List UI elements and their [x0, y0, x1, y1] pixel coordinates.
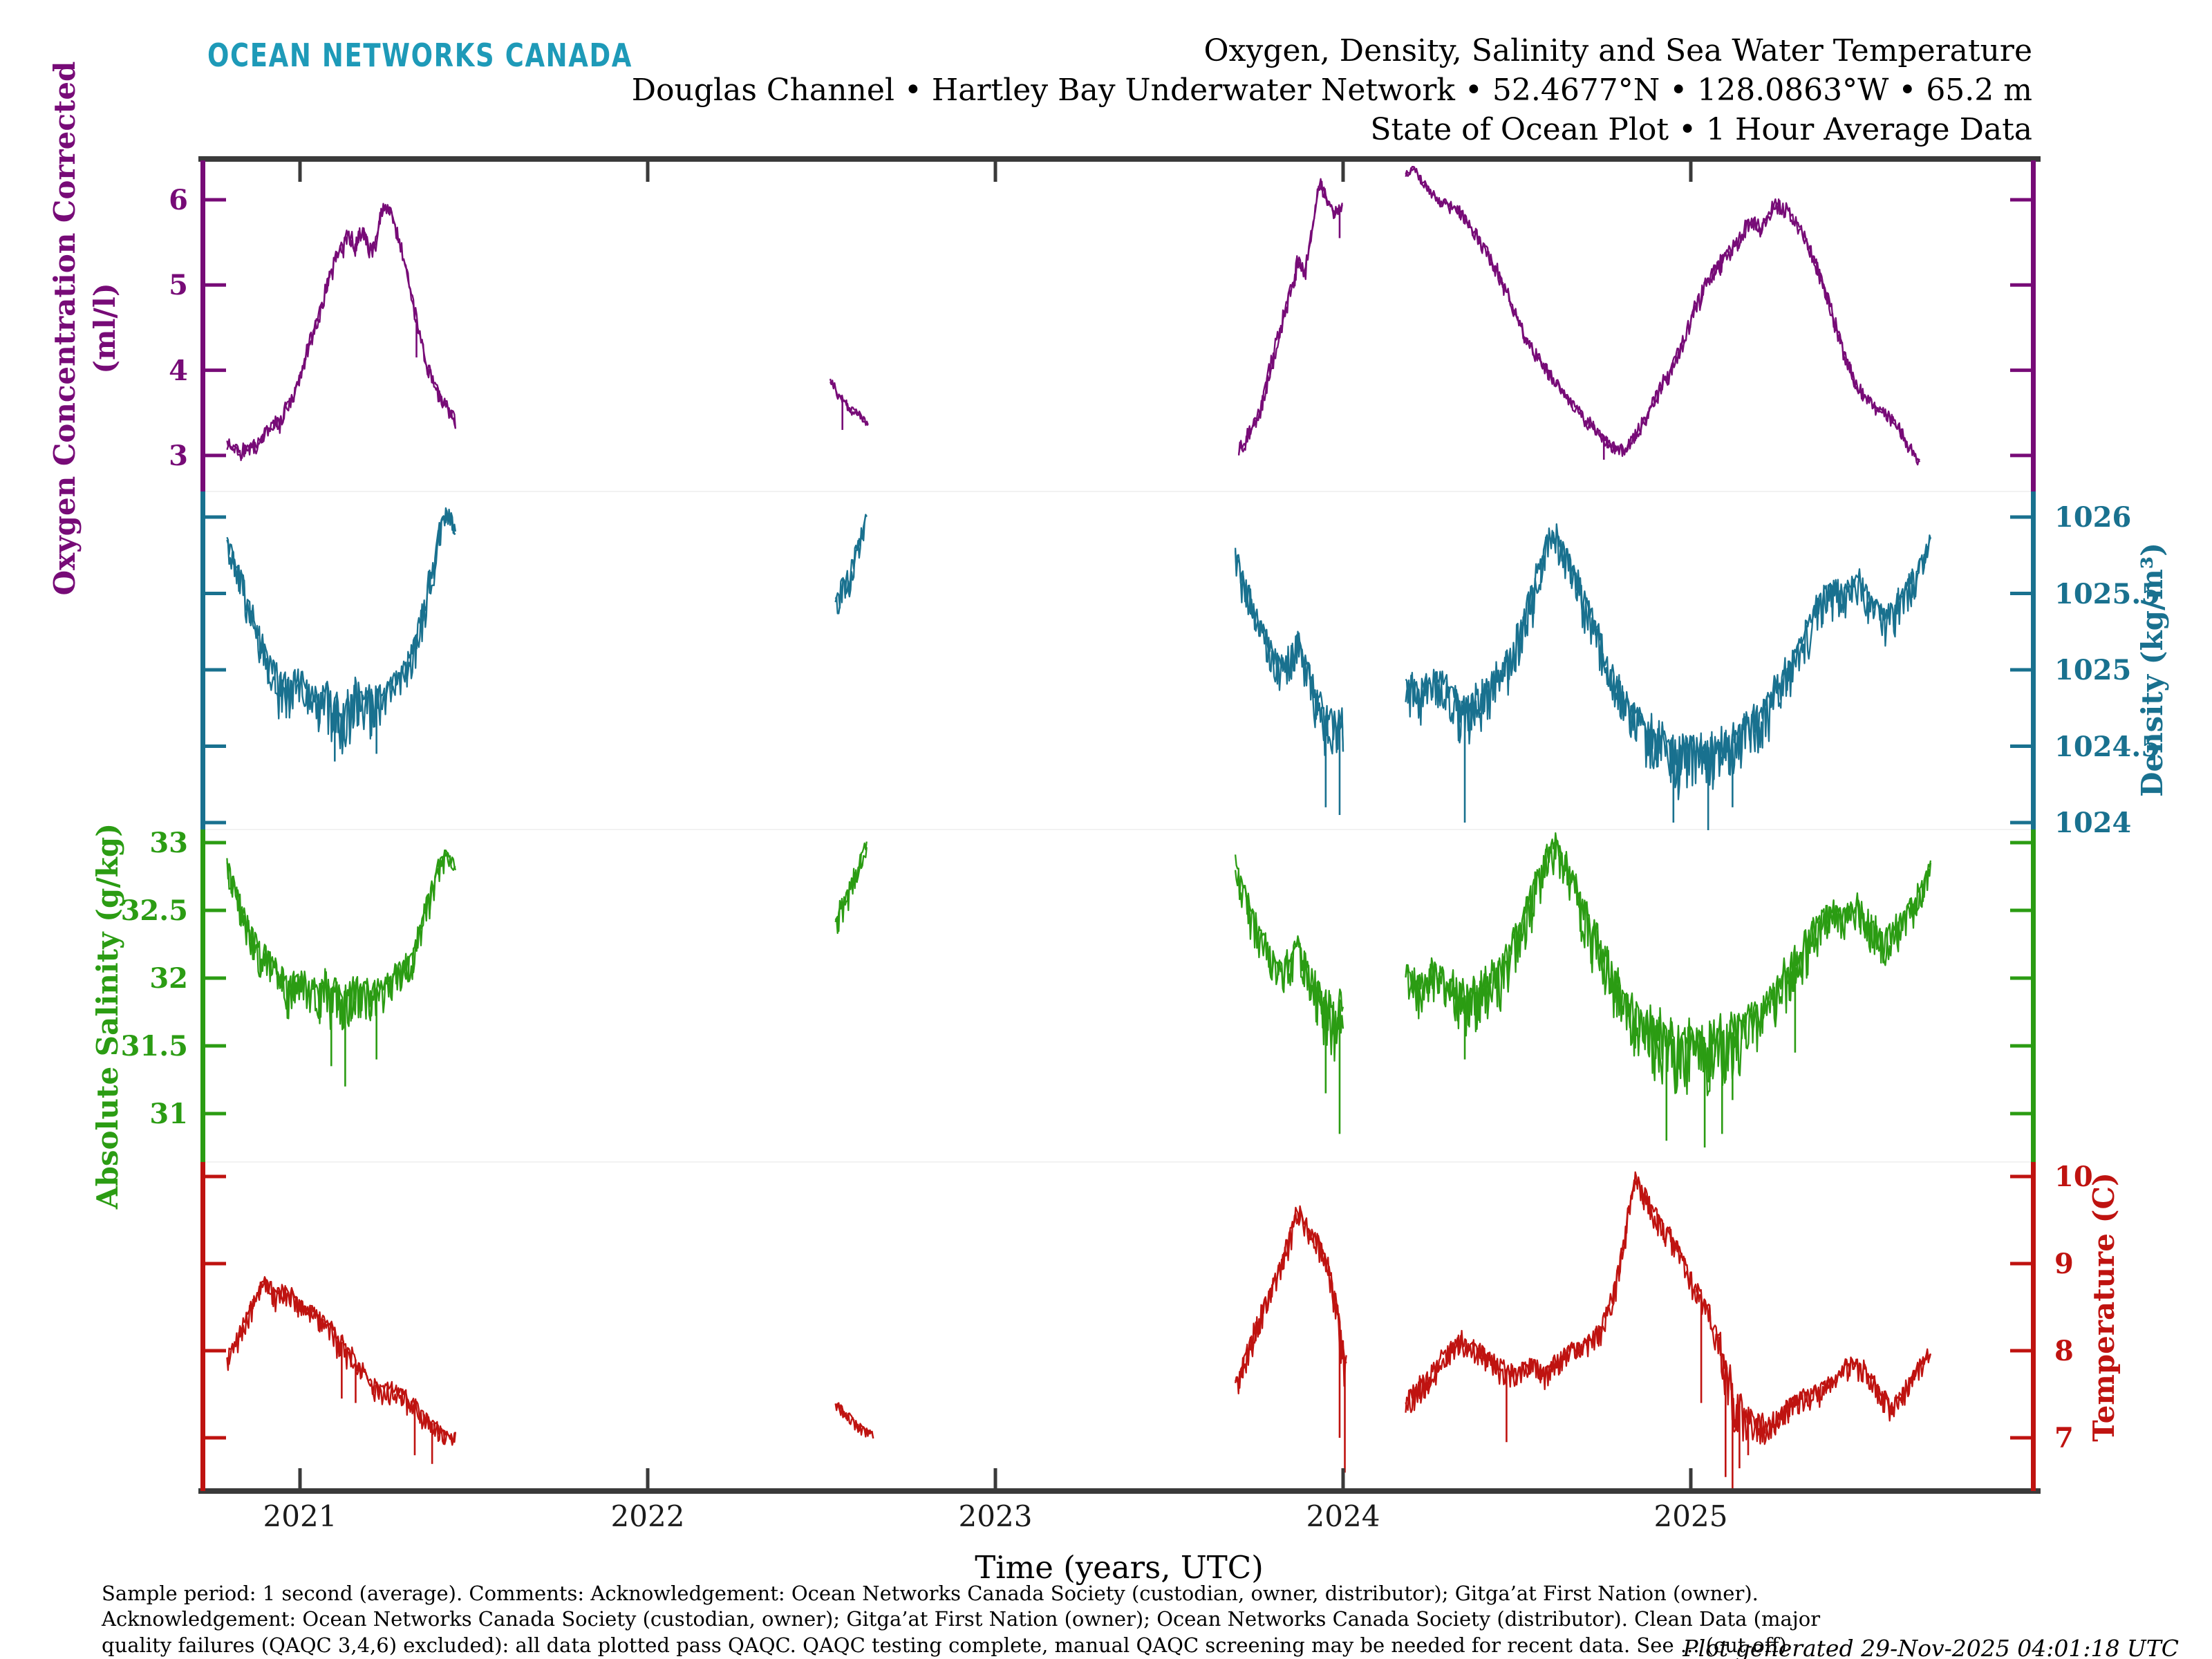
temperature-series-line: [834, 1402, 874, 1439]
title-line-2: Douglas Channel • Hartley Bay Underwater…: [632, 73, 2032, 108]
temperature-tick-label: 8: [2054, 1335, 2074, 1367]
right-spine-temperature: [2031, 1162, 2036, 1491]
onc-logo: OCEAN NETWORKS CANADA: [207, 37, 632, 74]
salinity-series-line: [834, 847, 868, 935]
x-tick-label-2025: 2025: [1654, 1499, 1728, 1533]
oxygen-axis-label-line2: (ml/l): [88, 283, 122, 373]
oxygen-tick-label: 3: [169, 440, 188, 472]
footer-line-3: quality failures (QAQC 3,4,6) excluded):…: [102, 1633, 1787, 1657]
temperature-tick-label: 7: [2054, 1422, 2074, 1454]
density-series-line: [226, 508, 456, 747]
x-tick-label-2024: 2024: [1306, 1499, 1380, 1533]
left-spine-salinity: [200, 830, 205, 1162]
oxygen-series-line: [1405, 166, 1921, 462]
footer-line-2: Acknowledgement: Ocean Networks Canada S…: [101, 1607, 1820, 1631]
density-series-line: [226, 507, 457, 755]
salinity-tick-label: 32.5: [121, 894, 188, 927]
x-tick-label-2021: 2021: [263, 1499, 337, 1533]
x-axis-label: Time (years, UTC): [975, 1549, 1264, 1586]
top-spine: [198, 156, 2041, 162]
series-layer: [226, 165, 1932, 1488]
salinity-series-line: [226, 849, 456, 1031]
x-tick-label-2022: 2022: [611, 1499, 685, 1533]
right-spine-oxygen: [2031, 160, 2036, 491]
oxygen-axis-label-line1: Oxygen Concentration Corrected: [48, 62, 82, 596]
oxygen-series-line: [1237, 178, 1343, 456]
density-series-line: [1234, 547, 1344, 753]
ticks-layer: [205, 162, 2031, 1488]
plot-frame: [198, 156, 2041, 1494]
oxygen-series-line: [830, 379, 869, 427]
temperature-tick-label: 10: [2054, 1161, 2093, 1193]
temperature-series-line: [1235, 1205, 1347, 1389]
salinity-tick-label: 31: [149, 1098, 188, 1130]
band-seams: [205, 491, 2031, 1163]
left-spine-density: [200, 491, 205, 830]
oxygen-series-line: [226, 203, 457, 462]
x-tick-label-2023: 2023: [959, 1499, 1033, 1533]
density-tick-label: 1025.5: [2054, 578, 2160, 610]
temperature-series-line: [1405, 1171, 1932, 1445]
salinity-series-line: [226, 849, 457, 1031]
density-tick-label: 1025: [2054, 654, 2131, 686]
temperature-series-line: [1405, 1178, 1931, 1445]
left-spine-oxygen: [200, 160, 205, 491]
salinity-series-line: [1234, 870, 1344, 1062]
right-spine-salinity: [2031, 830, 2036, 1162]
oxygen-tick-label: 4: [169, 355, 188, 387]
temperature-series-line: [1234, 1210, 1347, 1395]
footer-line-1: Sample period: 1 second (average). Comme…: [102, 1582, 1759, 1605]
density-series-line: [834, 514, 868, 609]
temperature-tick-label: 9: [2054, 1248, 2074, 1280]
salinity-tick-label: 33: [149, 827, 188, 859]
density-tick-label: 1024.5: [2054, 731, 2160, 763]
left-spine-temperature: [200, 1162, 205, 1491]
density-axis-label: Density (kg/m³): [2135, 543, 2169, 797]
density-tick-label: 1024: [2054, 807, 2131, 839]
title-line-1: Oxygen, Density, Salinity and Sea Water …: [1204, 33, 2032, 68]
bottom-spine: [198, 1488, 2041, 1494]
salinity-axis-label: Absolute Salinity (g/kg): [91, 823, 124, 1210]
oxygen-series-line: [1237, 180, 1343, 455]
title-line-3: State of Ocean Plot • 1 Hour Average Dat…: [1370, 112, 2032, 147]
plot-generated-note: Plot generated 29-Nov-2025 04:01:18 UTC: [1682, 1635, 2179, 1659]
density-tick-label: 1026: [2054, 501, 2131, 534]
salinity-tick-label: 32: [149, 962, 188, 995]
temperature-axis-label: Temperature (C): [2087, 1172, 2121, 1442]
oxygen-tick-label: 6: [169, 184, 188, 216]
right-spine-density: [2031, 491, 2036, 830]
salinity-series-line: [1405, 832, 1932, 1095]
oxygen-series-line: [1405, 165, 1920, 466]
temperature-series-line: [227, 1276, 456, 1445]
density-series-line: [1405, 527, 1932, 789]
salinity-tick-label: 31.5: [121, 1030, 188, 1062]
oxygen-tick-label: 5: [169, 269, 188, 301]
